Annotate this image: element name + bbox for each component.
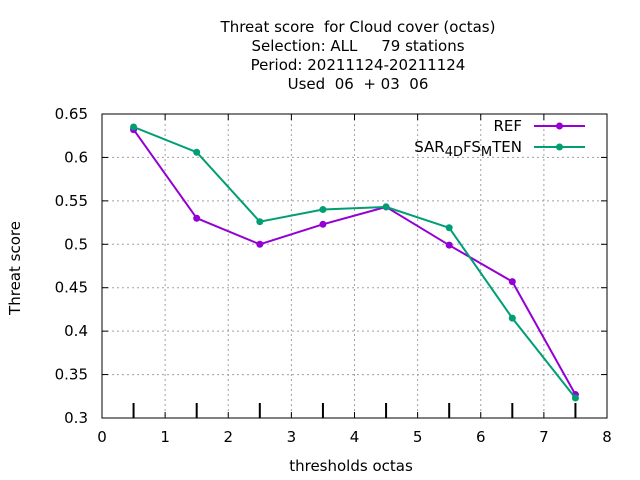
y-tick-label: 0.4 xyxy=(64,322,88,340)
x-axis-label: thresholds octas xyxy=(289,457,413,475)
y-tick-label: 0.55 xyxy=(55,192,88,210)
series-line-1 xyxy=(132,129,577,395)
legend-marker-1 xyxy=(556,122,563,130)
data-point-series-2 xyxy=(319,206,327,214)
x-tick-label: 0 xyxy=(97,428,107,446)
chart-title-line-2: Selection: ALL 79 stations xyxy=(251,37,465,55)
axes: 0 1 2 3 4 5 6 7 8 0.3 0.35 0.4 0.45 0.5 0.55 0.6 0.65 xyxy=(55,105,612,446)
y-tick-label: 0.3 xyxy=(64,409,88,427)
y-tick-label: 0.65 xyxy=(55,105,88,123)
x-tick-label: 5 xyxy=(413,428,423,446)
series-layer xyxy=(130,123,579,402)
x-tick-label: 8 xyxy=(602,428,612,446)
y-axis-label: Threat score xyxy=(6,221,24,316)
legend-label-2: SAR4DFSMTEN xyxy=(414,138,522,160)
y-tick-label: 0.6 xyxy=(64,148,88,166)
x-tick-label: 3 xyxy=(287,428,297,446)
legend-marker-2 xyxy=(556,143,563,151)
data-point-series-2 xyxy=(382,203,390,211)
chart-title-line-3: Period: 20211124-20211124 xyxy=(250,56,466,74)
data-point-series-2 xyxy=(508,314,516,322)
data-point-series-2 xyxy=(445,224,453,232)
data-point-series-1 xyxy=(508,278,516,286)
x-tick-label: 4 xyxy=(350,428,360,446)
data-point-series-2 xyxy=(256,218,264,226)
x-tick-label: 2 xyxy=(223,428,233,446)
y-tick-label: 0.5 xyxy=(64,235,88,253)
grid xyxy=(102,114,607,418)
data-point-series-2 xyxy=(571,394,579,402)
legend-label-1: REF xyxy=(493,117,522,135)
data-point-series-2 xyxy=(130,123,138,131)
y-tick-label: 0.35 xyxy=(55,366,88,384)
data-point-series-1 xyxy=(445,241,453,249)
y-tick-label: 0.45 xyxy=(55,279,88,297)
x-tick-label: 6 xyxy=(476,428,486,446)
legend: REF SAR4DFSMTEN xyxy=(414,117,585,160)
x-tick-label: 7 xyxy=(539,428,549,446)
chart-title-line-1: Threat score for Cloud cover (octas) xyxy=(220,18,496,36)
series-line-2 xyxy=(133,126,577,399)
chart-title-line-4: Used 06 + 03 06 xyxy=(287,75,429,93)
x-tick-label: 1 xyxy=(160,428,170,446)
data-point-series-1 xyxy=(319,220,327,228)
data-point-series-1 xyxy=(193,214,201,222)
threshold-marks xyxy=(132,403,577,418)
data-point-series-1 xyxy=(256,240,264,248)
data-point-series-2 xyxy=(193,148,201,156)
